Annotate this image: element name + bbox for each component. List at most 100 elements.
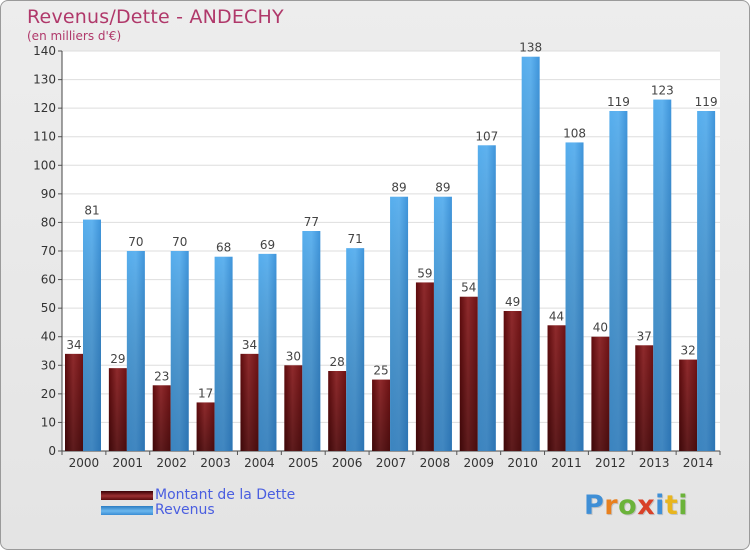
data-label-revenus: 70 (128, 235, 143, 249)
bar-revenus-shade (126, 251, 145, 451)
bar-dette-shade (547, 325, 566, 451)
data-label-dette: 25 (373, 364, 388, 378)
y-tick-label: 70 (41, 244, 56, 258)
data-label-dette: 34 (242, 338, 257, 352)
bar-dette-shade (108, 368, 127, 451)
data-label-dette: 17 (198, 386, 213, 400)
bar-revenus-shade (609, 111, 628, 451)
y-tick-label: 110 (33, 130, 56, 144)
data-label-revenus: 119 (607, 95, 630, 109)
bar-dette-shade (152, 385, 171, 451)
legend-label-dette: Montant de la Dette (155, 487, 296, 503)
bar-dette-shade (635, 345, 654, 451)
legend-item-revenus: Revenus (101, 503, 215, 517)
data-label-revenus: 107 (475, 129, 498, 143)
data-label-dette: 30 (286, 349, 301, 363)
bar-dette-shade (284, 365, 303, 451)
bar-revenus-shade (433, 196, 452, 451)
data-label-revenus: 123 (651, 84, 674, 98)
data-label-dette: 29 (110, 352, 125, 366)
data-label-revenus: 71 (348, 232, 363, 246)
y-tick-label: 30 (41, 358, 56, 372)
y-tick-label: 0 (48, 444, 56, 458)
data-label-revenus: 68 (216, 241, 231, 255)
data-label-dette: 32 (680, 344, 695, 358)
bar-revenus-shade (477, 145, 496, 452)
y-tick-label: 130 (33, 73, 56, 87)
bar-revenus-shade (258, 253, 277, 451)
bar-revenus-shade (653, 99, 672, 452)
x-tick-label: 2008 (420, 456, 451, 470)
bar-revenus-shade (214, 256, 233, 451)
logo-letter: r (604, 490, 619, 521)
y-tick-label: 120 (33, 101, 56, 115)
data-label-revenus: 138 (519, 41, 542, 55)
data-label-dette: 37 (637, 329, 652, 343)
logo-letter: t (664, 490, 679, 521)
data-label-dette: 34 (66, 338, 81, 352)
y-tick-label: 80 (41, 215, 56, 229)
bar-revenus-shade (170, 251, 189, 451)
x-tick-label: 2014 (683, 456, 714, 470)
y-tick-label: 40 (41, 330, 56, 344)
y-tick-label: 20 (41, 387, 56, 401)
bar-revenus-shade (697, 111, 716, 451)
bar-dette-shade (503, 311, 522, 451)
bar-dette-shade (679, 359, 698, 451)
y-tick-label: 10 (41, 415, 56, 429)
x-tick-label: 2006 (332, 456, 363, 470)
data-label-revenus: 77 (304, 215, 319, 229)
x-tick-label: 2002 (156, 456, 187, 470)
bar-revenus-shade (346, 248, 365, 451)
data-label-revenus: 70 (172, 235, 187, 249)
bar-dette-shade (328, 371, 347, 451)
x-tick-label: 2005 (288, 456, 319, 470)
data-label-dette: 28 (330, 355, 345, 369)
bar-revenus-shade (565, 142, 584, 451)
x-tick-label: 2009 (463, 456, 494, 470)
bar-revenus-shade (83, 219, 101, 451)
x-tick-label: 2011 (551, 456, 582, 470)
legend-label-revenus: Revenus (155, 502, 215, 518)
bar-revenus-shade (390, 196, 409, 451)
data-label-dette: 49 (505, 295, 520, 309)
bar-dette-shade (240, 353, 259, 451)
data-label-revenus: 89 (435, 181, 450, 195)
x-tick-label: 2010 (507, 456, 538, 470)
x-tick-label: 2003 (200, 456, 231, 470)
data-label-dette: 54 (461, 281, 476, 295)
data-label-revenus: 119 (695, 95, 718, 109)
x-tick-label: 2004 (244, 456, 275, 470)
bar-dette-shade (65, 353, 83, 451)
logo-letter: i (655, 490, 665, 521)
data-label-revenus: 89 (391, 181, 406, 195)
chart-title: Revenus/Dette - ANDECHY (27, 6, 284, 28)
data-label-dette: 44 (549, 309, 564, 323)
chart-subtitle: (en milliers d'€) (27, 29, 122, 43)
data-label-revenus: 81 (84, 204, 99, 218)
legend-swatch-revenus (101, 505, 153, 515)
x-tick-label: 2007 (376, 456, 407, 470)
logo-letter: P (584, 490, 605, 521)
data-label-dette: 23 (154, 369, 169, 383)
bar-revenus-shade (521, 56, 540, 451)
legend-item-dette: Montant de la Dette (101, 488, 295, 502)
y-tick-label: 90 (41, 187, 56, 201)
bar-dette-shade (372, 379, 391, 451)
data-label-revenus: 108 (563, 126, 586, 140)
y-tick-label: 60 (41, 273, 56, 287)
y-tick-label: 50 (41, 301, 56, 315)
logo-letter: x (637, 490, 656, 521)
logo-letter: o (618, 490, 638, 521)
proxiti-logo: Proxiti (584, 490, 688, 521)
bar-dette-shade (591, 336, 610, 451)
bar-dette-shade (459, 296, 478, 451)
data-label-dette: 40 (593, 321, 608, 335)
x-tick-label: 2013 (639, 456, 670, 470)
data-label-dette: 59 (417, 266, 432, 280)
x-tick-label: 2000 (69, 456, 100, 470)
bar-dette-shade (415, 282, 434, 451)
legend-swatch-dette (101, 490, 153, 500)
